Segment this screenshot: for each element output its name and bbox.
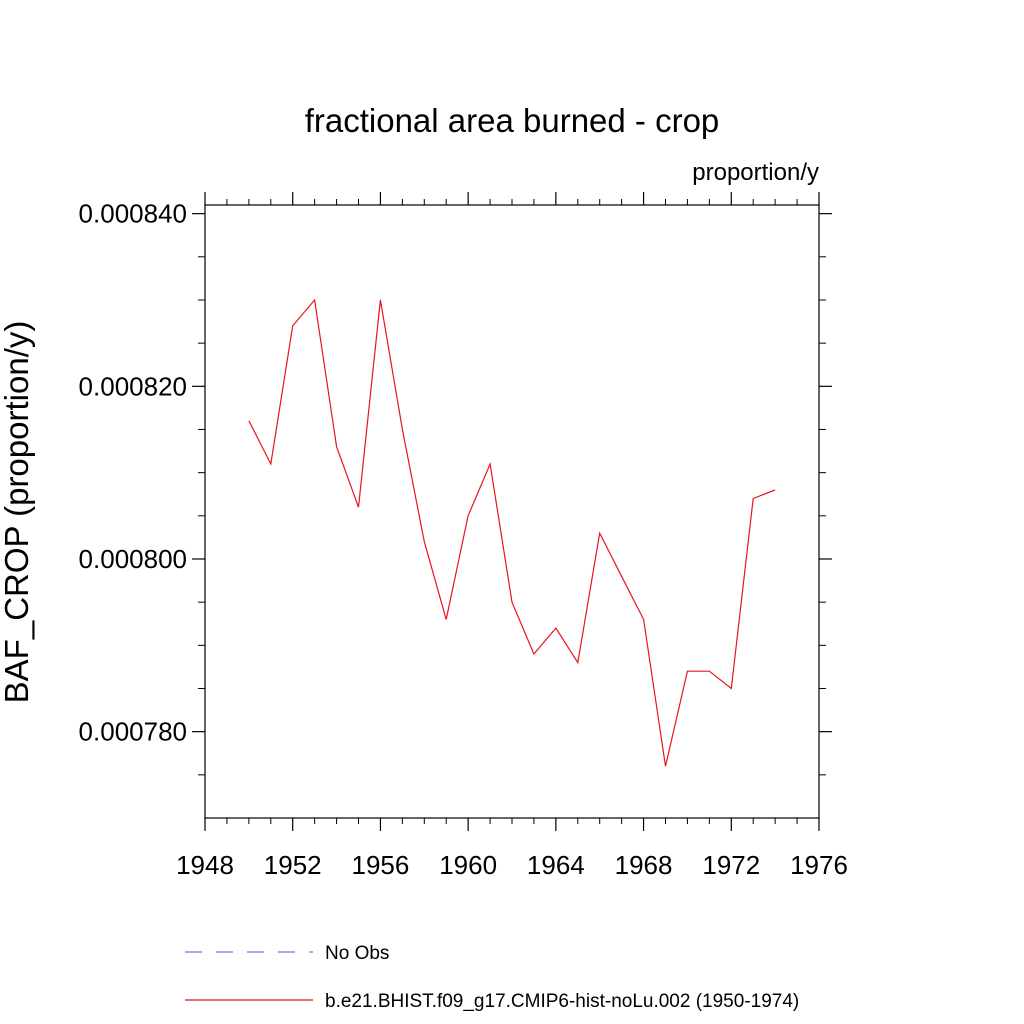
legend-label: No Obs — [325, 943, 389, 964]
legend-label: b.e21.BHIST.f09_g17.CMIP6-hist-noLu.002 … — [325, 991, 799, 1012]
x-tick-labels: 1948 1952 1956 1960 1964 1968 1972 1976 — [176, 850, 848, 880]
x-tick-label: 1948 — [176, 850, 234, 880]
x-tick-label: 1952 — [264, 850, 322, 880]
legend: No Obs b.e21.BHIST.f09_g17.CMIP6-hist-noL… — [185, 943, 799, 1012]
x-tick-label: 1976 — [790, 850, 848, 880]
y-tick-label: 0.000820 — [79, 371, 187, 401]
y-tick-labels: 0.000780 0.000800 0.000820 0.000840 — [79, 199, 187, 747]
units-label: proportion/y — [692, 159, 819, 186]
x-tick-label: 1964 — [527, 850, 585, 880]
x-tick-label: 1968 — [615, 850, 673, 880]
y-tick-label: 0.000840 — [79, 199, 187, 229]
series-line — [248, 298, 776, 767]
series-group — [248, 298, 776, 767]
x-tick-label: 1960 — [439, 850, 497, 880]
y-tick-label: 0.000800 — [79, 544, 187, 574]
x-tick-label: 1972 — [702, 850, 760, 880]
y-tick-label: 0.000780 — [79, 717, 187, 747]
axis-ticks — [192, 192, 832, 831]
chart-title: fractional area burned - crop — [305, 102, 720, 139]
x-tick-label: 1956 — [352, 850, 410, 880]
plot-frame — [204, 204, 820, 819]
y-axis-label: BAF_CROP (proportion/y) — [0, 321, 35, 704]
